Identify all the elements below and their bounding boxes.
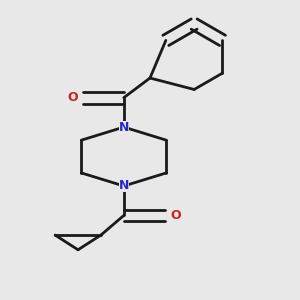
Text: O: O <box>67 91 78 104</box>
Text: N: N <box>118 179 129 193</box>
Text: O: O <box>170 209 181 222</box>
Text: N: N <box>118 121 129 134</box>
